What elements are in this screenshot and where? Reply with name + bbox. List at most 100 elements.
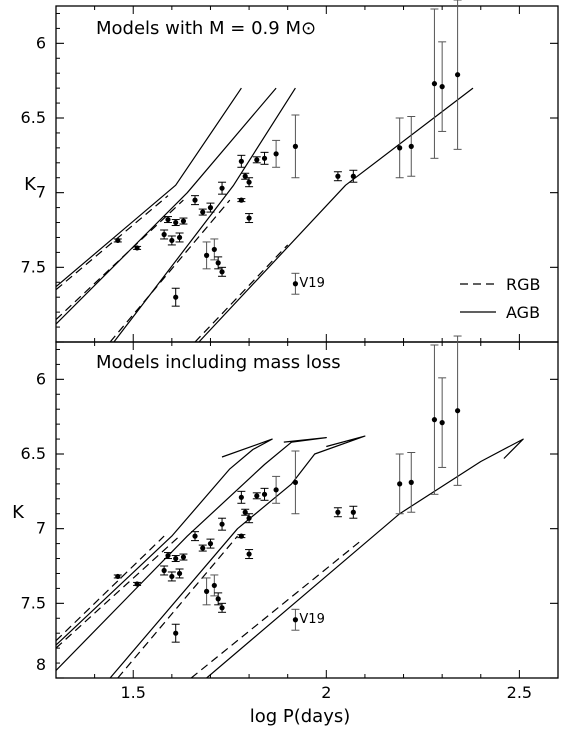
agb-track-line-6	[109, 435, 366, 678]
data-point	[171, 555, 180, 563]
data-marker	[215, 260, 221, 266]
agb-track-line-4	[56, 438, 273, 646]
data-point	[218, 517, 227, 531]
data-point	[163, 216, 172, 224]
data-marker	[211, 246, 217, 253]
data-marker	[292, 143, 299, 149]
y-axis-label-bottom: K	[12, 502, 25, 523]
data-marker	[431, 417, 438, 423]
data-point	[218, 181, 227, 195]
panel-bottom: 6 6.5 7 7.5 8 1.5 2 2.5 V19 Models including mas…	[12, 335, 559, 702]
data-marker	[180, 218, 187, 224]
data-marker	[246, 215, 252, 221]
data-marker	[273, 151, 279, 157]
y-axis-label-top: K	[24, 174, 37, 195]
data-point	[171, 287, 180, 307]
data-point	[175, 232, 184, 243]
data-point	[198, 208, 207, 216]
data-marker	[180, 554, 187, 560]
agb-track-line-7	[206, 438, 524, 678]
data-marker	[192, 533, 198, 539]
data-point	[171, 219, 180, 227]
data-marker	[115, 573, 121, 580]
data-marker	[350, 173, 356, 179]
data-marker	[431, 81, 438, 87]
data-marker	[254, 493, 260, 499]
plot-frame-top	[55, 5, 559, 343]
data-point	[438, 377, 447, 468]
data-marker	[219, 605, 225, 611]
data-point	[453, 335, 462, 486]
data-marker	[173, 294, 179, 300]
data-point	[453, 0, 462, 150]
data-point	[291, 114, 300, 179]
rgb-track-line-1	[56, 199, 184, 321]
y-tick-label: 7.5	[21, 257, 46, 276]
data-marker	[238, 197, 244, 203]
data-point	[237, 197, 246, 203]
y-tick-label: 7	[36, 519, 46, 538]
data-point	[237, 533, 246, 539]
data-point	[167, 571, 176, 582]
data-marker	[169, 573, 175, 580]
data-point	[407, 452, 416, 513]
data-point	[175, 568, 184, 579]
data-point	[272, 139, 281, 168]
data-point	[241, 172, 250, 180]
data-marker	[173, 219, 179, 226]
data-marker	[219, 269, 225, 275]
data-marker	[165, 552, 171, 559]
data-marker	[238, 533, 244, 539]
data-marker	[200, 545, 206, 551]
data-point	[163, 552, 172, 560]
data-marker	[169, 237, 175, 244]
x-tick-label: 2.5	[507, 683, 532, 702]
data-marker	[161, 567, 167, 574]
data-marker	[408, 143, 414, 149]
data-point	[291, 450, 300, 515]
agb-track-line-7	[198, 87, 474, 342]
data-marker	[261, 155, 268, 161]
data-marker	[192, 197, 198, 203]
data-point	[349, 505, 358, 519]
data-marker	[204, 588, 210, 594]
data-point	[237, 490, 246, 504]
legend-agb-label: AGB	[506, 303, 540, 322]
data-point	[179, 217, 188, 225]
data-point	[237, 154, 246, 168]
rgb-track-line-0	[56, 195, 169, 291]
data-marker	[292, 281, 299, 287]
data-point	[214, 256, 223, 270]
data-point	[202, 241, 211, 270]
data-marker	[173, 630, 179, 636]
data-marker	[173, 555, 179, 562]
data-marker	[215, 596, 221, 602]
data-marker	[207, 541, 214, 547]
rgb-track-line-1	[56, 535, 181, 649]
panel-title-bottom: Models including mass loss	[96, 352, 341, 373]
data-marker	[238, 158, 244, 164]
data-point	[407, 116, 416, 177]
data-marker	[455, 408, 461, 414]
x-tick-label: 2	[321, 683, 331, 702]
data-marker	[165, 216, 171, 223]
plot-layer-top: 6 6.5 7 7.5 V19	[21, 0, 559, 343]
y-tick-label: 6.5	[21, 108, 46, 127]
data-marker	[439, 420, 445, 426]
rgb-track-line-3	[194, 244, 289, 342]
rgb-track-line-3	[190, 540, 362, 678]
point-label-v19: V19	[299, 612, 324, 627]
data-point	[395, 117, 404, 179]
data-point	[218, 602, 227, 613]
agb-track-line-5	[56, 87, 277, 325]
legend-top: RGB AGB	[460, 275, 541, 322]
rgb-track-line-2	[109, 199, 231, 342]
plot-layer-bottom: 6 6.5 7 7.5 8 1.5 2 2.5 V19	[21, 335, 559, 702]
data-point	[260, 487, 269, 501]
data-marker	[261, 491, 268, 497]
data-marker	[161, 231, 167, 238]
data-marker	[246, 179, 252, 185]
data-point: V19	[291, 608, 325, 631]
data-point	[241, 508, 250, 516]
data-point	[430, 8, 439, 159]
